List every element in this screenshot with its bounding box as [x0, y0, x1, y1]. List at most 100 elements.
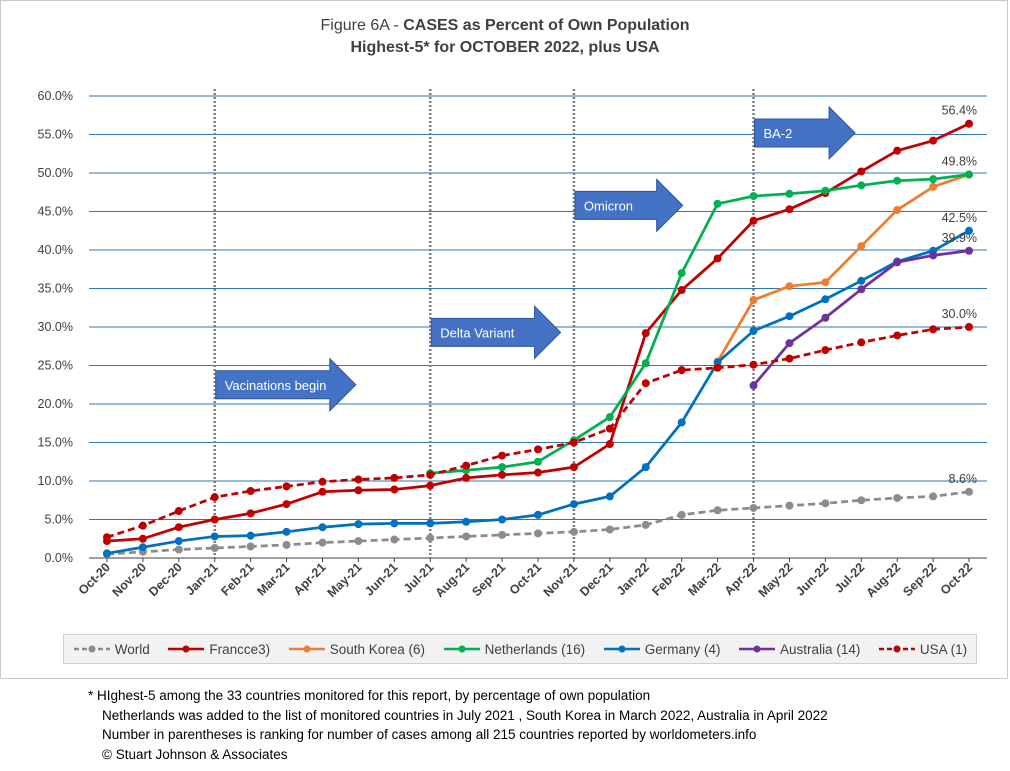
data-point	[677, 286, 686, 295]
legend-marker	[893, 645, 901, 653]
data-point	[785, 205, 794, 214]
x-tick-label: Mar-21	[254, 560, 292, 598]
y-tick-label: 0.0%	[45, 551, 74, 565]
data-point	[605, 525, 614, 534]
data-point	[857, 338, 866, 347]
data-point	[569, 438, 578, 447]
data-point	[821, 186, 830, 195]
data-point	[677, 418, 686, 427]
legend-symbol	[739, 645, 776, 653]
x-tick-label: Apr-22	[722, 560, 760, 598]
data-point	[102, 549, 111, 558]
annotation-arrow	[574, 178, 684, 233]
data-point	[677, 366, 686, 375]
data-point	[965, 119, 974, 128]
legend-item: Francce3)	[167, 642, 270, 657]
x-tick-label: Jul-22	[832, 560, 867, 595]
chart-title-line-2: Highest-5* for OCTOBER 2022, plus USA	[350, 39, 660, 56]
data-point	[138, 534, 147, 543]
data-point	[318, 487, 327, 496]
data-point	[210, 532, 219, 541]
y-tick-label: 5.0%	[45, 513, 74, 527]
annotation-label: Delta Variant	[440, 325, 515, 340]
data-point	[390, 473, 399, 482]
x-tick-label: May-21	[325, 560, 365, 600]
data-point	[785, 339, 794, 348]
data-point	[929, 136, 938, 145]
footnote-2: Netherlands was added to the list of mon…	[102, 707, 828, 723]
chart-title-line-1: Figure 6A - CASES as Percent of Own Popu…	[1, 15, 1009, 37]
footnote-copyright: © Stuart Johnson & Associates	[102, 746, 288, 762]
data-point	[174, 537, 183, 546]
data-point	[857, 242, 866, 251]
annotation-label: Vacinations begin	[225, 378, 327, 393]
legend-label: Germany (4)	[644, 641, 721, 657]
series-line	[430, 173, 970, 475]
footnote-1: * HIghest-5 among the 33 countries monit…	[88, 688, 651, 703]
data-point	[713, 363, 722, 372]
y-tick-label: 60.0%	[38, 89, 73, 103]
x-tick-label: Nov-20	[110, 560, 149, 599]
data-point	[354, 475, 363, 484]
chart-container: Figure 6A - CASES as Percent of Own Popu…	[0, 0, 1008, 679]
data-point	[174, 507, 183, 516]
data-point	[534, 457, 542, 466]
data-point	[426, 519, 435, 528]
data-point	[965, 487, 974, 496]
data-point	[426, 481, 435, 490]
legend-marker	[88, 645, 96, 653]
line-chart: 0.0% 5.0% 10.0% 15.0% 20.0% 25.0% 30.0% 35.0% 40…	[38, 89, 987, 600]
x-tick-label: Jan-22	[614, 560, 652, 598]
data-point	[246, 487, 255, 496]
data-point	[713, 506, 722, 515]
data-point	[534, 468, 542, 477]
data-point	[174, 523, 183, 532]
data-point	[893, 258, 902, 267]
legend-label: World	[114, 641, 150, 657]
x-tick-label: Jun-22	[793, 560, 831, 598]
data-point	[246, 509, 255, 518]
x-tick-label: Apr-21	[291, 560, 329, 598]
series-line	[106, 490, 970, 556]
legend-label: Francce3)	[209, 641, 271, 657]
end-value-label: 56.4%	[942, 104, 977, 118]
y-tick-label: 35.0%	[38, 282, 73, 296]
data-point	[785, 282, 794, 291]
data-point	[749, 503, 758, 512]
data-point	[965, 170, 974, 179]
data-point	[462, 517, 471, 526]
end-value-label: 39.9%	[942, 231, 977, 245]
data-point	[282, 527, 291, 536]
y-tick-label: 50.0%	[38, 166, 73, 180]
end-value-label: 49.8%	[942, 155, 977, 169]
data-point	[641, 520, 650, 529]
legend-symbol	[168, 645, 205, 653]
data-point	[498, 470, 507, 479]
data-point	[282, 540, 291, 549]
data-point	[534, 529, 542, 538]
x-tick-label: Feb-21	[218, 560, 256, 598]
series-line	[106, 325, 970, 539]
data-point	[857, 181, 866, 190]
data-point	[677, 269, 686, 278]
data-point	[282, 500, 291, 509]
data-point	[893, 146, 902, 155]
annotation-arrow	[430, 305, 562, 360]
legend-item: Australia (14)	[738, 642, 860, 657]
data-point	[354, 520, 363, 529]
x-tick-label: Jan-21	[183, 560, 221, 598]
legend-item: South Korea (6)	[288, 642, 425, 657]
data-point	[821, 295, 830, 304]
data-point	[641, 359, 650, 368]
legend-symbol	[878, 645, 915, 653]
data-point	[498, 463, 507, 472]
data-point	[857, 285, 866, 294]
legend-marker	[753, 645, 761, 653]
data-point	[354, 486, 363, 495]
data-point	[569, 463, 578, 472]
series-line	[716, 173, 970, 363]
legend-symbol	[73, 645, 110, 653]
data-point	[498, 515, 507, 524]
y-tick-label: 45.0%	[38, 205, 73, 219]
data-point	[534, 510, 542, 519]
